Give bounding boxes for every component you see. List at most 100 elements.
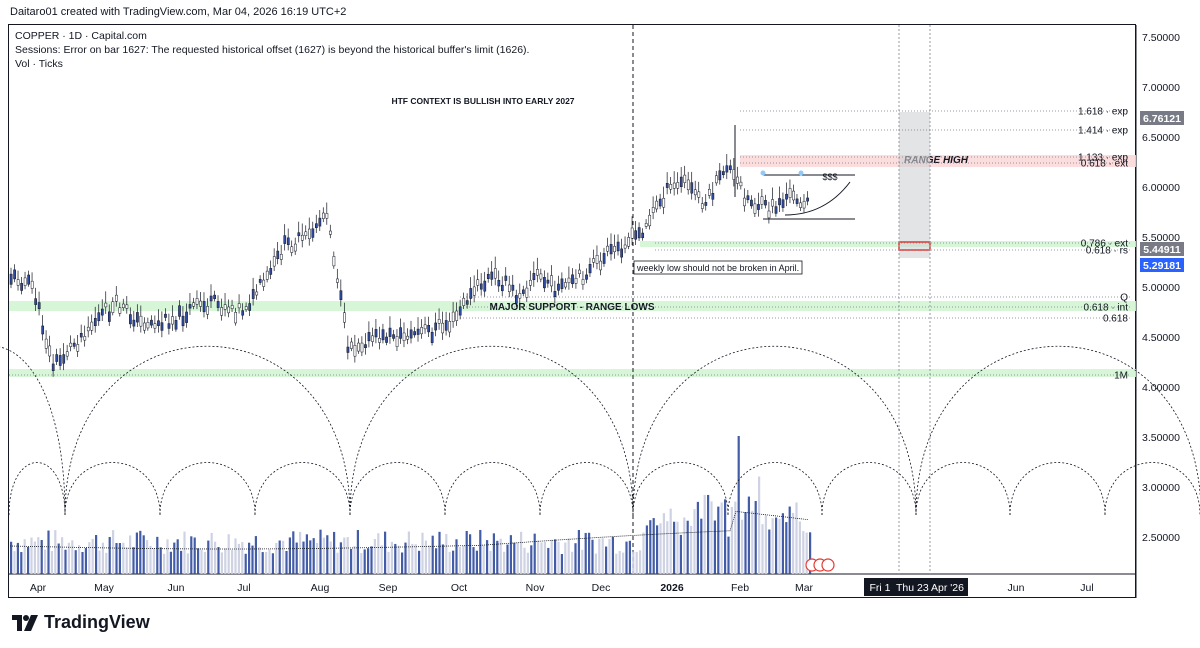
volume-bar [271,553,274,574]
candle-body [20,283,23,291]
cycle-arc-small [254,462,351,516]
candle-body [367,332,371,342]
candle-body [143,322,146,331]
candle-body [536,269,539,276]
candle-body [115,294,118,302]
volume-bar [754,501,757,574]
volume-bar [557,541,560,574]
volume-bar [169,551,172,574]
fib-level-label: 1.414 · exp [1078,126,1128,137]
y-tick-label: 3.00000 [1142,482,1180,494]
volume-bar [669,508,672,574]
volume-bar [220,552,223,574]
candle-body [441,322,445,334]
candle-body [65,351,69,357]
volume-bar [149,545,152,574]
volume-bar [346,537,349,574]
candle-body [41,325,45,335]
legend-volume: Vol · Ticks [15,58,63,70]
chart-credit: Daitaro01 created with TradingView.com, … [10,6,347,18]
candle-body [532,273,536,281]
candle-body [746,195,750,201]
candle-body [564,282,567,288]
volume-bar [224,548,227,574]
candle-body [700,203,704,209]
volume-bar [61,537,64,574]
candle-body [336,278,339,283]
candle-body [16,279,20,286]
volume-bar [509,535,512,574]
candle-body [86,326,90,332]
volume-bar [656,525,659,574]
x-tick-label: Feb [731,582,749,594]
candle-body [500,284,504,292]
swing-high-marker [760,170,766,176]
candle-body [262,279,266,287]
volume-bar [305,534,308,574]
volume-bar [84,548,87,574]
candle-body [248,303,252,311]
candle-body [665,182,669,188]
candle-body [325,213,329,219]
volume-bar [404,542,407,574]
price-tag-value: 5.29181 [1143,260,1181,272]
candle-body [557,283,560,291]
volume-bar [98,550,101,574]
cycle-arc-small [1009,462,1106,516]
candle-body [795,198,799,204]
y-tick-label: 6.00000 [1142,182,1180,194]
volume-bar [401,552,404,574]
candle-body [346,346,350,353]
volume-bar [537,540,540,574]
volume-bar [710,501,713,574]
volume-bar [659,523,662,574]
volume-bar [200,549,203,574]
volume-bar [809,532,812,574]
candle-body [437,319,441,324]
volume-bar [193,537,196,574]
volume-bar [312,538,315,574]
candle-body [255,291,259,296]
volume-bar [455,539,458,574]
volume-bar [47,530,50,574]
candle-body [764,200,767,206]
volume-bar [227,534,230,574]
candle-body [157,320,160,326]
volume-bar [380,545,383,574]
candle-body [188,304,192,309]
volume-bar [197,548,200,574]
candle-body [420,327,423,335]
curve-projection [784,181,851,216]
candle-body [195,298,199,305]
candle-body [381,329,385,341]
volume-bar [482,545,485,574]
candle-body [718,170,722,181]
candle-body [802,200,806,209]
price-tag-bg [1140,111,1184,125]
candle-body [100,308,104,316]
volume-bar [540,542,543,574]
candle-body [592,258,595,263]
candle-body [237,303,241,309]
candle-body [469,288,473,299]
candle-body [413,331,416,336]
volume-bar [186,553,189,574]
candle-body [51,363,55,371]
volume-bar [122,542,125,574]
candle-body [641,232,645,239]
candle-body [423,324,427,330]
volume-bar [421,532,424,574]
candle-body [571,274,574,285]
candle-body [343,312,346,323]
candle-body [560,278,564,289]
candle-body [448,321,452,333]
volume-bar [261,552,264,574]
volume-bar [319,529,322,574]
x-highlight-end: Thu 23 Apr '26 [896,582,964,594]
volume-bar [159,547,162,574]
candle-body [409,329,413,339]
candle-body [697,191,701,198]
volume-bar [363,549,366,574]
candle-body [129,314,132,325]
